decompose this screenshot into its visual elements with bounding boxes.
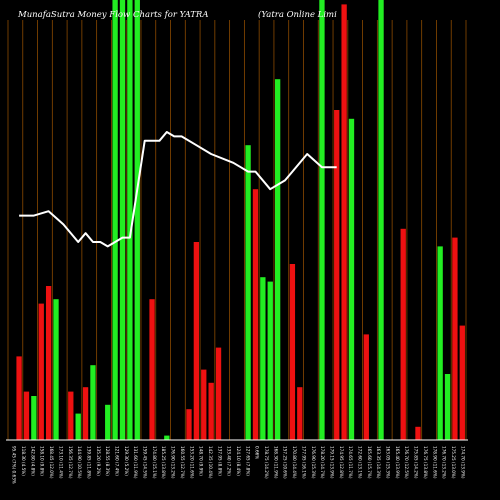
bar: [75, 413, 81, 440]
x-tick-label: 185.25 (13.8%): [161, 446, 166, 479]
bar: [134, 0, 140, 440]
chart-title-company: (Yatra Online Limi: [258, 9, 337, 20]
bar: [38, 303, 44, 440]
x-tick-label: 144.90 (10.5%): [77, 446, 82, 479]
x-tick-label: 157.25 (10.6%): [283, 446, 288, 479]
bar: [68, 391, 74, 440]
x-tick-label: 95.45 (7%) 0.63%: [12, 446, 17, 484]
x-tick-label: 163.35 (14.3%): [376, 446, 381, 479]
bar: [127, 0, 133, 440]
bar: [260, 277, 266, 440]
x-tick-label: 137.95 (8.8%): [217, 446, 222, 476]
x-tick-label: 177.95 (16.1%): [301, 446, 306, 479]
x-tick-label: 174.95 (12.8%): [339, 446, 344, 479]
x-tick-label: 158.10 (9.8%): [40, 446, 45, 476]
bar: [252, 189, 259, 440]
bar: [119, 0, 126, 440]
bar: [334, 110, 340, 440]
x-tick-label: 148.70 (9.9%): [199, 446, 204, 476]
x-tick-labels: 95.45 (7%) 0.63% 118.30 (4.5%) 142.80 (4.8…: [12, 446, 466, 484]
x-tick-label: 159.45 (14.5%): [143, 446, 148, 479]
x-tick-label: 174.80 (15.1%): [152, 446, 157, 479]
bar: [112, 0, 118, 440]
x-tick-label: 135.20 (9.2%): [96, 446, 101, 476]
bar: [348, 118, 355, 441]
bar: [164, 435, 170, 440]
bar: [208, 382, 214, 440]
x-tick-label: 176.75 (13.8%): [423, 446, 428, 479]
x-tick-label: 118.30 (4.5%): [21, 446, 26, 476]
bar: [341, 4, 347, 441]
x-tick-label: 179.15 (13.9%): [330, 446, 335, 479]
x-tick-label: 142.80 (4.8%): [30, 446, 35, 476]
x-tick-label: 176.90 (15.3%): [311, 446, 316, 479]
bar: [444, 374, 451, 440]
bar: [201, 369, 207, 440]
x-tick-label: 168.45 (12.0%): [49, 446, 54, 479]
price-line: [19, 131, 337, 248]
bar: [16, 356, 22, 440]
x-tick-label: 175.85 (14.2%): [414, 446, 419, 479]
x-tick-label: 174.70 (13.9%): [460, 446, 465, 479]
x-tick-label: 168.30 (11.9%): [273, 446, 278, 479]
x-tick-label: 0.66%: [255, 446, 260, 459]
x-tick-label: 163.05 (15.3%): [386, 446, 391, 479]
x-tick-label: 153.20 (11.6%): [189, 446, 194, 479]
bar: [289, 264, 296, 440]
x-tick-label: 128.55 (8.3%): [105, 446, 110, 476]
x-tick-label: 170.80 (14.4%): [292, 446, 297, 479]
x-tick-label: 173.10 (11.4%): [58, 446, 63, 479]
x-tick-label: 178.20 (14.7%): [320, 446, 325, 479]
x-tick-label: 129.30 (5.2%): [124, 446, 129, 476]
bar: [245, 145, 251, 440]
x-tick-label: 139.85 (11.8%): [86, 446, 91, 479]
bar: [186, 409, 192, 440]
x-tick-label: 174.65 (11.7%): [348, 446, 353, 479]
bar: [193, 242, 200, 440]
x-tick-label: 175.25 (13.0%): [451, 446, 456, 479]
x-tick-label: 178.90 (11.6%): [432, 446, 437, 479]
bar: [45, 286, 52, 440]
bar: [452, 237, 458, 440]
bar: [267, 281, 273, 440]
x-tick-label: 160.55 (12.7%): [180, 446, 185, 479]
bar: [378, 0, 384, 440]
bar: [149, 299, 155, 440]
x-tick-label: 176.70 (12.5%): [404, 446, 409, 479]
x-tick-label: 133.40 (7.2%): [227, 446, 232, 476]
bar: [297, 387, 303, 440]
x-tick-label: 131.60 (11.9%): [133, 446, 138, 479]
bar: [437, 246, 443, 440]
bars: [16, 0, 465, 441]
x-tick-label: 121.60 (7.4%): [115, 446, 120, 476]
bar: [215, 347, 222, 440]
x-tick-label: 156.35 (12.7%): [68, 446, 73, 479]
bar: [105, 404, 111, 440]
bar: [415, 426, 421, 440]
bar: [400, 228, 406, 440]
bar: [459, 325, 465, 440]
x-tick-label: 172.60 (13.1%): [358, 446, 363, 479]
x-tick-label: 124.10 (8.4%): [236, 446, 241, 476]
x-tick-label: 176.90 (13.2%): [171, 446, 176, 479]
x-tick-label: 142.35 (10.4%): [208, 446, 213, 479]
x-tick-label: 165.40 (13.9%): [395, 446, 400, 479]
bar: [363, 334, 369, 440]
price-line-group: [19, 131, 337, 248]
bar: [31, 396, 37, 440]
bar: [274, 79, 281, 440]
x-tick-label: 127.65 (7.8%): [245, 446, 250, 476]
x-tick-label: 165.60 (15.7%): [367, 446, 372, 479]
x-tick-label: 178.75 (14.2%): [264, 446, 269, 479]
bar: [82, 387, 89, 440]
x-tick-label: 176.70 (13.2%): [442, 446, 447, 479]
gridlines: [7, 20, 467, 440]
bar: [90, 365, 96, 440]
chart-title: MunafaSutra Money Flow Charts for YATRA: [17, 10, 208, 20]
bar: [23, 391, 30, 440]
bar: [53, 299, 59, 440]
bar: [319, 0, 325, 440]
